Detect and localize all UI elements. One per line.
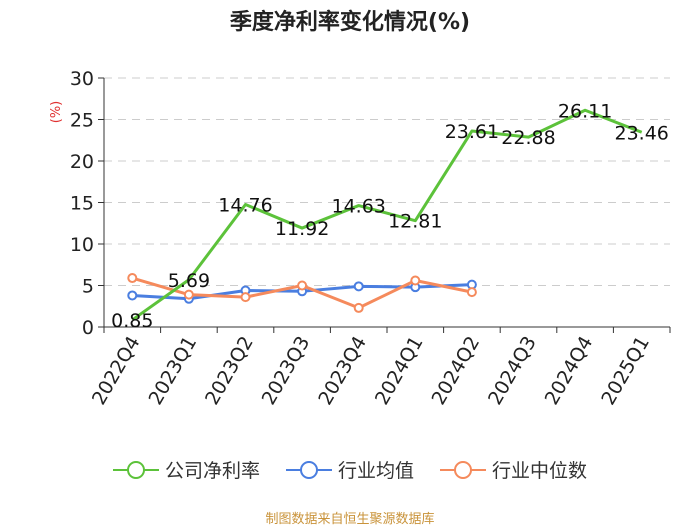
- x-tick-label: 2024Q1: [371, 333, 428, 409]
- x-tick-label: 2022Q4: [88, 333, 145, 409]
- data-label: 23.61: [445, 121, 499, 143]
- x-tick-label: 2023Q2: [201, 333, 258, 409]
- x-tick-label: 2023Q1: [144, 333, 201, 409]
- x-tick-label: 2024Q3: [484, 333, 541, 409]
- legend-item-industry-mean[interactable]: 行业均值: [285, 456, 414, 483]
- legend-label-industry-median: 行业中位数: [492, 460, 588, 482]
- data-label: 14.63: [331, 196, 385, 218]
- x-tick-label: 2025Q1: [597, 333, 654, 409]
- data-label: 11.92: [275, 218, 329, 240]
- series-marker: [466, 287, 477, 298]
- series-marker: [297, 280, 308, 291]
- x-tick-label: 2023Q3: [258, 333, 315, 409]
- series-marker: [127, 273, 138, 284]
- chart-legend: 公司净利率 行业均值 行业中位数: [0, 456, 700, 483]
- y-tick-label: 15: [70, 193, 94, 215]
- legend-item-industry-median[interactable]: 行业中位数: [440, 456, 587, 483]
- y-tick-label: 20: [70, 151, 94, 173]
- x-tick-label: 2024Q4: [541, 333, 598, 409]
- data-label: 14.76: [218, 194, 272, 216]
- legend-label-industry-mean: 行业均值: [337, 460, 414, 482]
- y-tick-label: 25: [70, 110, 94, 132]
- x-tick-label: 2023Q4: [314, 333, 371, 409]
- source-note: 制图数据来自恒生聚源数据库: [265, 512, 435, 527]
- legend-swatch-company: [112, 460, 159, 479]
- series-marker: [410, 275, 421, 286]
- legend-swatch-industry-median: [440, 460, 486, 479]
- chart-title: 季度净利率变化情况(%): [229, 10, 471, 35]
- y-axis-unit-label: (%): [49, 101, 64, 124]
- data-label: 26.11: [558, 100, 612, 122]
- line-chart: 0 5 10 15 20 25 30 2022Q4 2023Q1 2023Q2 2023Q3 2023…: [49, 68, 671, 409]
- data-label: 22.88: [501, 127, 555, 149]
- series-line: [131, 108, 643, 322]
- series-marker: [353, 281, 364, 292]
- legend-swatch-industry-mean: [285, 460, 332, 479]
- y-tick-label: 0: [82, 317, 94, 339]
- y-tick-label: 5: [82, 276, 94, 298]
- data-label: 23.46: [614, 122, 668, 144]
- legend-label-company: 公司净利率: [164, 460, 260, 482]
- series-marker: [127, 290, 138, 301]
- y-tick-label: 30: [70, 68, 94, 90]
- legend-item-company[interactable]: 公司净利率: [112, 456, 260, 483]
- x-tick-label: 2024Q2: [427, 333, 484, 409]
- series-marker: [353, 302, 364, 313]
- series-layer: [127, 108, 643, 322]
- data-label: 5.69: [168, 270, 210, 292]
- series-marker: [183, 289, 194, 300]
- y-tick-label: 10: [70, 234, 94, 256]
- data-label: 0.85: [111, 310, 153, 332]
- data-label: 12.81: [388, 211, 442, 233]
- series-marker: [240, 292, 251, 303]
